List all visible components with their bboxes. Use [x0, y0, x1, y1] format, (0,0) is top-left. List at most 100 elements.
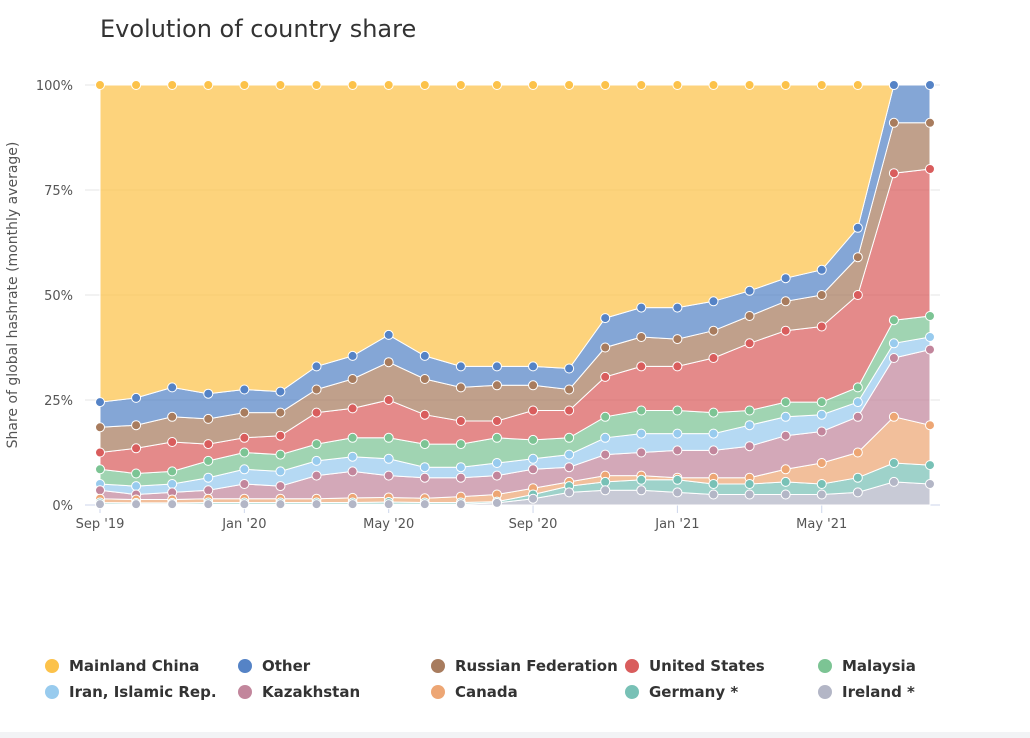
- point: [672, 445, 683, 456]
- point: [203, 413, 214, 424]
- point: [708, 428, 719, 439]
- point: [383, 499, 394, 510]
- point: [455, 462, 466, 473]
- point: [203, 388, 214, 399]
- point: [203, 472, 214, 483]
- footer-strip: [0, 732, 1030, 738]
- point: [636, 428, 647, 439]
- point: [347, 350, 358, 361]
- point: [491, 497, 502, 508]
- point: [203, 485, 214, 496]
- legend-marker: [818, 685, 832, 699]
- point: [275, 430, 286, 441]
- chart-title: Evolution of country share: [100, 15, 416, 43]
- point: [816, 458, 827, 468]
- legend-label: Iran, Islamic Rep.: [69, 683, 217, 701]
- point: [491, 416, 502, 426]
- point: [239, 499, 250, 510]
- point: [275, 499, 286, 510]
- point: [455, 472, 466, 483]
- point: [780, 397, 791, 408]
- point: [564, 432, 575, 443]
- y-tick-label: 50%: [44, 289, 73, 304]
- point: [888, 411, 899, 422]
- point: [275, 481, 286, 492]
- point: [672, 474, 683, 485]
- point: [888, 353, 899, 363]
- point: [455, 382, 466, 393]
- point: [419, 409, 430, 420]
- point: [419, 80, 430, 90]
- point: [852, 397, 863, 408]
- point: [419, 499, 430, 510]
- point: [347, 499, 358, 510]
- point: [672, 428, 683, 439]
- point: [528, 493, 539, 504]
- point: [816, 397, 827, 408]
- legend-label: United States: [649, 657, 765, 675]
- point: [311, 80, 322, 90]
- point: [636, 485, 647, 496]
- point: [491, 432, 502, 443]
- legend-label: Other: [262, 657, 311, 675]
- x-tick-label: Jan '20: [221, 517, 266, 532]
- point: [95, 397, 105, 408]
- point: [888, 117, 899, 128]
- point: [744, 285, 755, 296]
- point: [167, 411, 178, 422]
- point: [925, 460, 935, 471]
- legend-label: Malaysia: [842, 657, 916, 675]
- point: [383, 470, 394, 481]
- point: [491, 361, 502, 372]
- point: [167, 499, 178, 510]
- y-tick-label: 100%: [36, 79, 73, 94]
- point: [816, 409, 827, 420]
- legend-marker: [818, 659, 832, 673]
- point: [600, 432, 611, 443]
- point: [816, 321, 827, 332]
- point: [600, 449, 611, 460]
- point: [203, 439, 214, 450]
- point: [600, 342, 611, 353]
- point: [744, 489, 755, 500]
- point: [925, 344, 935, 355]
- x-tick-label: May '21: [796, 517, 847, 532]
- point: [636, 332, 647, 342]
- point: [131, 420, 142, 431]
- point: [239, 479, 250, 489]
- legend-label: Ireland *: [842, 683, 915, 701]
- point: [311, 470, 322, 481]
- point: [888, 80, 899, 90]
- point: [95, 464, 105, 475]
- point: [816, 290, 827, 300]
- legend-marker: [431, 685, 445, 699]
- y-tick-label: 0%: [52, 499, 73, 514]
- point: [888, 315, 899, 326]
- point: [95, 447, 105, 458]
- legend-label: Russian Federation: [455, 657, 618, 675]
- point: [852, 472, 863, 483]
- point: [383, 395, 394, 405]
- point: [383, 80, 394, 90]
- point: [600, 80, 611, 90]
- point: [672, 405, 683, 416]
- point: [925, 117, 935, 128]
- point: [600, 371, 611, 382]
- point: [780, 476, 791, 487]
- point: [708, 407, 719, 418]
- point: [275, 407, 286, 418]
- point: [491, 458, 502, 468]
- point: [564, 80, 575, 90]
- legend-marker: [45, 685, 59, 699]
- point: [383, 357, 394, 368]
- point: [888, 476, 899, 487]
- x-tick-label: Sep '20: [509, 517, 558, 532]
- point: [564, 449, 575, 460]
- point: [131, 392, 142, 403]
- point: [239, 447, 250, 458]
- point: [636, 405, 647, 416]
- point: [419, 462, 430, 473]
- point: [636, 447, 647, 458]
